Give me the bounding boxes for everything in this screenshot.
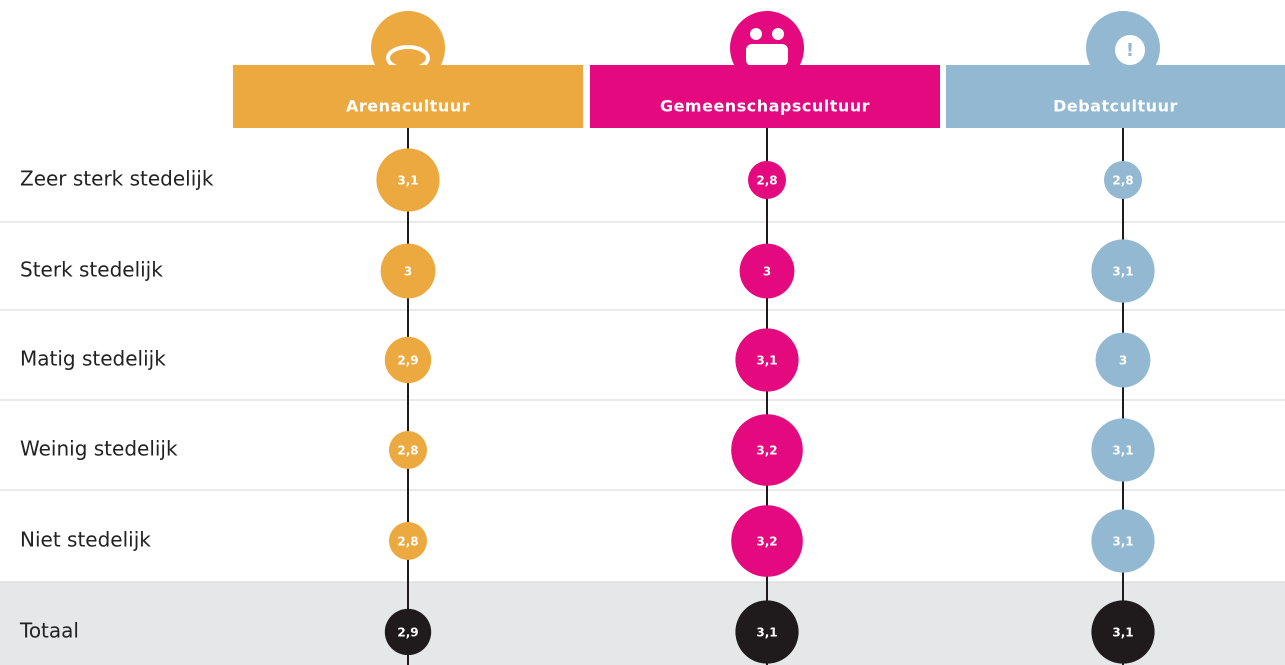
value-label: 3,1: [1112, 535, 1133, 549]
value-label: 2,9: [397, 354, 418, 368]
value-label: 3,2: [756, 535, 777, 549]
community-icon-shape: [746, 44, 788, 66]
debate-icon-shape: [1115, 35, 1145, 65]
total-value-label: 3,1: [1112, 626, 1133, 640]
bubble: [731, 505, 803, 577]
value-label: 2,8: [397, 535, 418, 549]
bubble: [1095, 332, 1151, 388]
value-label: 2,8: [1112, 174, 1133, 188]
column-header-label: Debatcultuur: [1053, 97, 1178, 116]
total-bubble: [1091, 600, 1155, 664]
total-bubble: [735, 600, 799, 664]
value-label: 2,8: [397, 444, 418, 458]
total-value-label: 3,1: [756, 626, 777, 640]
bubble: [748, 161, 786, 199]
bubble: [389, 522, 427, 560]
bubble: [739, 243, 795, 299]
column-header: [590, 65, 940, 128]
total-row-background: [0, 582, 1285, 665]
value-label: 3,1: [397, 174, 418, 188]
value-label: 3,1: [1112, 444, 1133, 458]
community-icon-shape: [750, 28, 762, 40]
bubble: [735, 328, 799, 392]
row-label: Totaal: [19, 619, 79, 643]
bubble: [380, 243, 436, 299]
column-header: [233, 65, 583, 128]
row-label: Zeer sterk stedelijk: [20, 167, 214, 191]
row-label: Matig stedelijk: [20, 347, 166, 371]
bubble: [731, 414, 803, 486]
debate-icon-mark: !: [1126, 40, 1134, 61]
bubble: [376, 148, 440, 212]
bubble: [1091, 239, 1155, 303]
column-header-label: Arenacultuur: [346, 97, 470, 116]
value-label: 2,8: [756, 174, 777, 188]
value-label: 3,2: [756, 444, 777, 458]
row-label: Niet stedelijk: [20, 528, 151, 552]
bubble: [1091, 418, 1155, 482]
value-label: 3: [1119, 354, 1127, 368]
value-label: 3: [763, 265, 771, 279]
total-bubble: [384, 608, 432, 656]
community-icon-shape: [772, 28, 784, 40]
column-header: [946, 65, 1285, 128]
bubble: [1104, 161, 1142, 199]
value-label: 3,1: [1112, 265, 1133, 279]
row-label: Sterk stedelijk: [20, 258, 163, 282]
bubble: [389, 431, 427, 469]
total-value-label: 2,9: [397, 626, 418, 640]
column-header-label: Gemeenschapscultuur: [660, 97, 870, 116]
value-label: 3,1: [756, 354, 777, 368]
value-label: 3: [404, 265, 412, 279]
row-label: Weinig stedelijk: [20, 437, 178, 461]
bubble: [1091, 509, 1155, 573]
bubble: [384, 336, 432, 384]
